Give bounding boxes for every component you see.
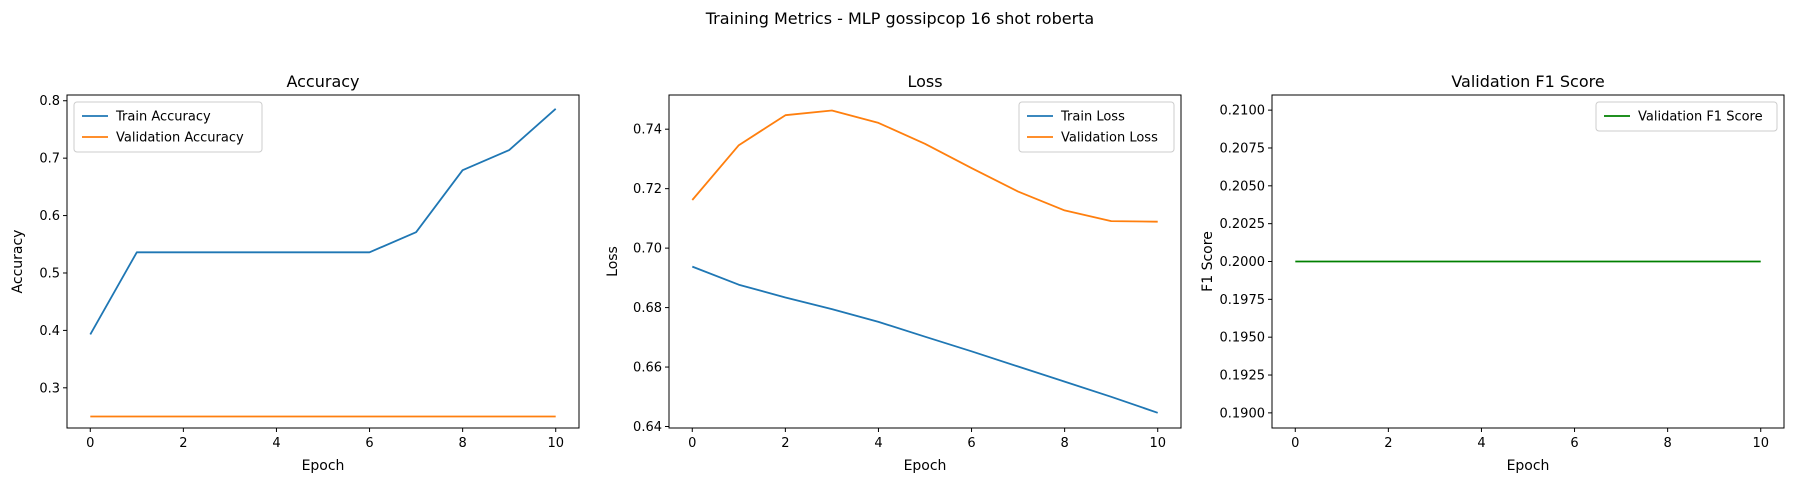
loss-legend-label-train-loss: Train Loss <box>1060 110 1125 125</box>
loss-chart: Loss 0 2 4 6 8 10 0.64 0.66 0.68 0.70 0.72 0.74 Epoch… <box>605 72 1182 474</box>
accuracy-xtick-label: 8 <box>458 436 466 451</box>
loss-xtick-label: 10 <box>1149 436 1166 451</box>
accuracy-xtick-label: 10 <box>547 436 564 451</box>
validation-f1-score-chart: Validation F1 Score 0 2 4 6 8 10 0.1900 0.1925 0.… <box>1200 72 1785 474</box>
validation-f1-score-legend-box <box>1595 101 1778 132</box>
loss-axes-frame <box>668 94 1182 429</box>
loss-ytick-label: 0.70 <box>633 242 662 257</box>
accuracy-xlabel: Epoch <box>302 458 345 474</box>
accuracy-xtick-label: 6 <box>365 436 373 451</box>
loss-ytick-label: 0.64 <box>633 420 662 435</box>
accuracy-legend-label-train-accuracy: Train Accuracy <box>115 110 211 125</box>
loss-legend-box <box>1018 101 1175 153</box>
validation-f1-score-ytick-label: 0.1975 <box>1220 293 1266 308</box>
loss-xtick-label: 0 <box>688 436 696 451</box>
accuracy-ylabel: Accuracy <box>10 230 26 294</box>
loss-ytick-label: 0.66 <box>633 361 662 376</box>
accuracy-legend-box <box>73 101 263 153</box>
loss-xtick-label: 2 <box>781 436 789 451</box>
validation-f1-score-ytick-label: 0.1900 <box>1220 406 1266 421</box>
accuracy-ytick-label: 0.4 <box>39 324 60 339</box>
accuracy-ytick-label: 0.6 <box>39 209 60 224</box>
validation-f1-score-xtick-label: 4 <box>1477 436 1485 451</box>
accuracy-ytick-label: 0.7 <box>39 152 60 167</box>
accuracy-legend: Train Accuracy Validation Accuracy <box>73 101 263 153</box>
validation-f1-score-xtick-label: 6 <box>1570 436 1578 451</box>
accuracy-legend-label-validation-accuracy: Validation Accuracy <box>116 131 244 146</box>
loss-legend-label-validation-loss: Validation Loss <box>1061 131 1158 146</box>
validation-f1-score-ytick-label: 0.2000 <box>1220 255 1266 270</box>
validation-f1-score-ytick-label: 0.2100 <box>1220 104 1266 119</box>
validation-f1-score-xtick-label: 0 <box>1291 436 1299 451</box>
loss-title: Loss <box>907 72 942 91</box>
accuracy-xtick-label: 2 <box>179 436 187 451</box>
loss-xtick-label: 4 <box>874 436 882 451</box>
validation-f1-score-legend-label-validation-f1-score: Validation F1 Score <box>1638 110 1763 125</box>
validation-f1-score-legend: Validation F1 Score <box>1595 101 1778 132</box>
accuracy-ytick-label: 0.3 <box>39 381 60 396</box>
validation-f1-score-ytick-label: 0.2050 <box>1220 179 1266 194</box>
accuracy-ytick-label: 0.8 <box>39 94 60 109</box>
loss-xtick-label: 6 <box>967 436 975 451</box>
loss-xtick-label: 8 <box>1060 436 1068 451</box>
validation-f1-score-xtick-label: 8 <box>1663 436 1671 451</box>
validation-f1-score-ytick-label: 0.2025 <box>1220 217 1266 232</box>
validation-f1-score-ytick-label: 0.2075 <box>1220 141 1266 156</box>
validation-f1-score-xtick-label: 10 <box>1752 436 1769 451</box>
loss-xlabel: Epoch <box>904 458 947 474</box>
validation-f1-score-ytick-label: 0.1925 <box>1220 369 1266 384</box>
accuracy-line-train-accuracy <box>89 108 557 335</box>
loss-line-train-loss <box>691 265 1158 414</box>
loss-legend: Train Loss Validation Loss <box>1018 101 1175 153</box>
loss-ytick-label: 0.74 <box>633 123 662 138</box>
validation-f1-score-ylabel: F1 Score <box>1200 231 1216 292</box>
loss-line-validation-loss <box>691 109 1158 223</box>
loss-ylabel: Loss <box>605 246 621 277</box>
validation-f1-score-title: Validation F1 Score <box>1451 72 1604 91</box>
accuracy-chart: Accuracy 0 2 4 6 8 10 0.3 0.4 0.5 0.6 0.7 0.8 Epoch Ac… <box>10 72 580 474</box>
accuracy-ytick-label: 0.5 <box>39 266 60 281</box>
validation-f1-score-xtick-label: 2 <box>1384 436 1392 451</box>
validation-f1-score-xlabel: Epoch <box>1507 458 1550 474</box>
accuracy-title: Accuracy <box>286 72 359 91</box>
loss-ytick-label: 0.68 <box>633 301 662 316</box>
validation-f1-score-ytick-label: 0.1950 <box>1220 331 1266 346</box>
loss-ytick-label: 0.72 <box>633 182 662 197</box>
accuracy-xtick-label: 4 <box>272 436 280 451</box>
accuracy-xtick-label: 0 <box>86 436 94 451</box>
figure-suptitle: Training Metrics - MLP gossipcop 16 shot… <box>705 9 1094 28</box>
accuracy-axes-frame <box>66 94 580 429</box>
